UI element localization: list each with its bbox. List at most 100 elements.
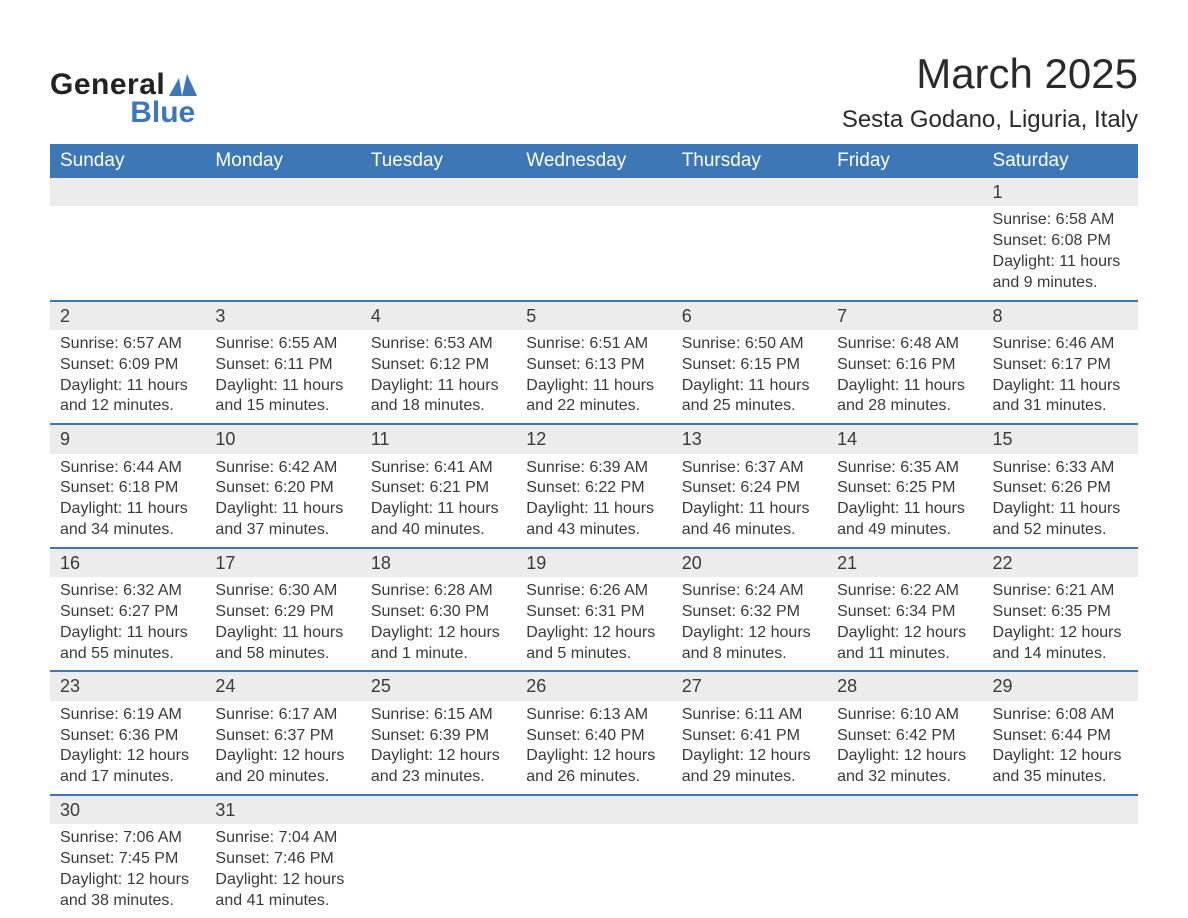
daylight-line-1: Daylight: 11 hours [60, 499, 195, 520]
day-data-cell: Sunrise: 7:06 AMSunset: 7:45 PMDaylight:… [50, 824, 205, 917]
sunset-line: Sunset: 6:36 PM [60, 726, 195, 747]
day-data-cell: Sunrise: 6:24 AMSunset: 6:32 PMDaylight:… [672, 577, 827, 671]
day-number-cell: 20 [672, 548, 827, 577]
daylight-line-1: Daylight: 11 hours [526, 499, 661, 520]
data-row: Sunrise: 6:19 AMSunset: 6:36 PMDaylight:… [50, 701, 1138, 795]
daylight-line-1: Daylight: 11 hours [993, 499, 1128, 520]
sunset-line: Sunset: 6:21 PM [371, 478, 506, 499]
sunset-line: Sunset: 6:15 PM [682, 355, 817, 376]
daylight-line-1: Daylight: 12 hours [682, 623, 817, 644]
daylight-line-2: and 12 minutes. [60, 396, 195, 417]
daylight-line-2: and 35 minutes. [993, 767, 1128, 788]
daylight-line-1: Daylight: 11 hours [215, 376, 350, 397]
sunrise-line: Sunrise: 6:10 AM [837, 705, 972, 726]
day-number-cell: 29 [983, 671, 1138, 700]
daylight-line-1: Daylight: 11 hours [837, 376, 972, 397]
day-data-cell [672, 824, 827, 917]
day-number-cell: 8 [983, 301, 1138, 330]
daynum-row: 3031 [50, 795, 1138, 824]
sunrise-line: Sunrise: 6:08 AM [993, 705, 1128, 726]
day-data-cell: Sunrise: 6:28 AMSunset: 6:30 PMDaylight:… [361, 577, 516, 671]
location: Sesta Godano, Liguria, Italy [842, 106, 1138, 134]
day-data-cell [205, 206, 360, 300]
sunrise-line: Sunrise: 6:24 AM [682, 581, 817, 602]
sunset-line: Sunset: 6:34 PM [837, 602, 972, 623]
daylight-line-1: Daylight: 12 hours [60, 870, 195, 891]
daylight-line-2: and 18 minutes. [371, 396, 506, 417]
daylight-line-1: Daylight: 11 hours [215, 623, 350, 644]
daylight-line-2: and 28 minutes. [837, 396, 972, 417]
day-number-cell: 19 [516, 548, 671, 577]
sunrise-line: Sunrise: 6:48 AM [837, 334, 972, 355]
daynum-row: 16171819202122 [50, 548, 1138, 577]
day-header: Friday [827, 144, 982, 178]
day-number-cell [205, 178, 360, 206]
daylight-line-2: and 23 minutes. [371, 767, 506, 788]
sunrise-line: Sunrise: 6:22 AM [837, 581, 972, 602]
daylight-line-1: Daylight: 12 hours [682, 746, 817, 767]
day-number-cell [361, 178, 516, 206]
sunset-line: Sunset: 6:25 PM [837, 478, 972, 499]
day-number-cell: 13 [672, 424, 827, 453]
daylight-line-2: and 32 minutes. [837, 767, 972, 788]
sunrise-line: Sunrise: 6:26 AM [526, 581, 661, 602]
sunset-line: Sunset: 6:44 PM [993, 726, 1128, 747]
daynum-row: 23242526272829 [50, 671, 1138, 700]
daylight-line-2: and 46 minutes. [682, 520, 817, 541]
day-data-cell: Sunrise: 6:35 AMSunset: 6:25 PMDaylight:… [827, 454, 982, 548]
daylight-line-1: Daylight: 11 hours [837, 499, 972, 520]
day-number-cell: 12 [516, 424, 671, 453]
day-number-cell: 28 [827, 671, 982, 700]
daylight-line-1: Daylight: 12 hours [837, 746, 972, 767]
daylight-line-1: Daylight: 12 hours [215, 870, 350, 891]
daylight-line-2: and 5 minutes. [526, 644, 661, 665]
sunset-line: Sunset: 6:09 PM [60, 355, 195, 376]
daylight-line-1: Daylight: 11 hours [682, 376, 817, 397]
day-data-cell: Sunrise: 6:50 AMSunset: 6:15 PMDaylight:… [672, 330, 827, 424]
day-number-cell: 17 [205, 548, 360, 577]
sunset-line: Sunset: 6:27 PM [60, 602, 195, 623]
sunrise-line: Sunrise: 6:44 AM [60, 458, 195, 479]
day-data-cell [827, 206, 982, 300]
title-block: March 2025 Sesta Godano, Liguria, Italy [842, 50, 1138, 134]
sunset-line: Sunset: 6:30 PM [371, 602, 506, 623]
data-row: Sunrise: 7:06 AMSunset: 7:45 PMDaylight:… [50, 824, 1138, 917]
sunset-line: Sunset: 7:45 PM [60, 849, 195, 870]
day-number-cell: 21 [827, 548, 982, 577]
sunrise-line: Sunrise: 6:58 AM [993, 210, 1128, 231]
sunset-line: Sunset: 6:13 PM [526, 355, 661, 376]
sunset-line: Sunset: 6:29 PM [215, 602, 350, 623]
day-number-cell [827, 178, 982, 206]
data-row: Sunrise: 6:32 AMSunset: 6:27 PMDaylight:… [50, 577, 1138, 671]
daylight-line-2: and 26 minutes. [526, 767, 661, 788]
day-data-cell: Sunrise: 6:51 AMSunset: 6:13 PMDaylight:… [516, 330, 671, 424]
sunrise-line: Sunrise: 6:50 AM [682, 334, 817, 355]
day-data-cell: Sunrise: 7:04 AMSunset: 7:46 PMDaylight:… [205, 824, 360, 917]
sunrise-line: Sunrise: 6:42 AM [215, 458, 350, 479]
daylight-line-2: and 31 minutes. [993, 396, 1128, 417]
daynum-row: 2345678 [50, 301, 1138, 330]
day-header: Thursday [672, 144, 827, 178]
sunset-line: Sunset: 6:20 PM [215, 478, 350, 499]
daylight-line-1: Daylight: 12 hours [993, 746, 1128, 767]
sunrise-line: Sunrise: 6:28 AM [371, 581, 506, 602]
sunrise-line: Sunrise: 6:30 AM [215, 581, 350, 602]
day-data-cell [672, 206, 827, 300]
day-number-cell [983, 795, 1138, 824]
calendar-table: Sunday Monday Tuesday Wednesday Thursday… [50, 144, 1138, 917]
day-number-cell [516, 795, 671, 824]
sunset-line: Sunset: 6:08 PM [993, 231, 1128, 252]
day-number-cell: 30 [50, 795, 205, 824]
day-data-cell: Sunrise: 6:53 AMSunset: 6:12 PMDaylight:… [361, 330, 516, 424]
sunset-line: Sunset: 6:18 PM [60, 478, 195, 499]
day-number-cell [672, 795, 827, 824]
daylight-line-1: Daylight: 12 hours [371, 623, 506, 644]
sunset-line: Sunset: 6:32 PM [682, 602, 817, 623]
day-data-cell: Sunrise: 6:11 AMSunset: 6:41 PMDaylight:… [672, 701, 827, 795]
day-data-cell [50, 206, 205, 300]
sunrise-line: Sunrise: 6:55 AM [215, 334, 350, 355]
day-number-cell: 4 [361, 301, 516, 330]
daylight-line-2: and 11 minutes. [837, 644, 972, 665]
daylight-line-1: Daylight: 12 hours [371, 746, 506, 767]
sunrise-line: Sunrise: 6:33 AM [993, 458, 1128, 479]
